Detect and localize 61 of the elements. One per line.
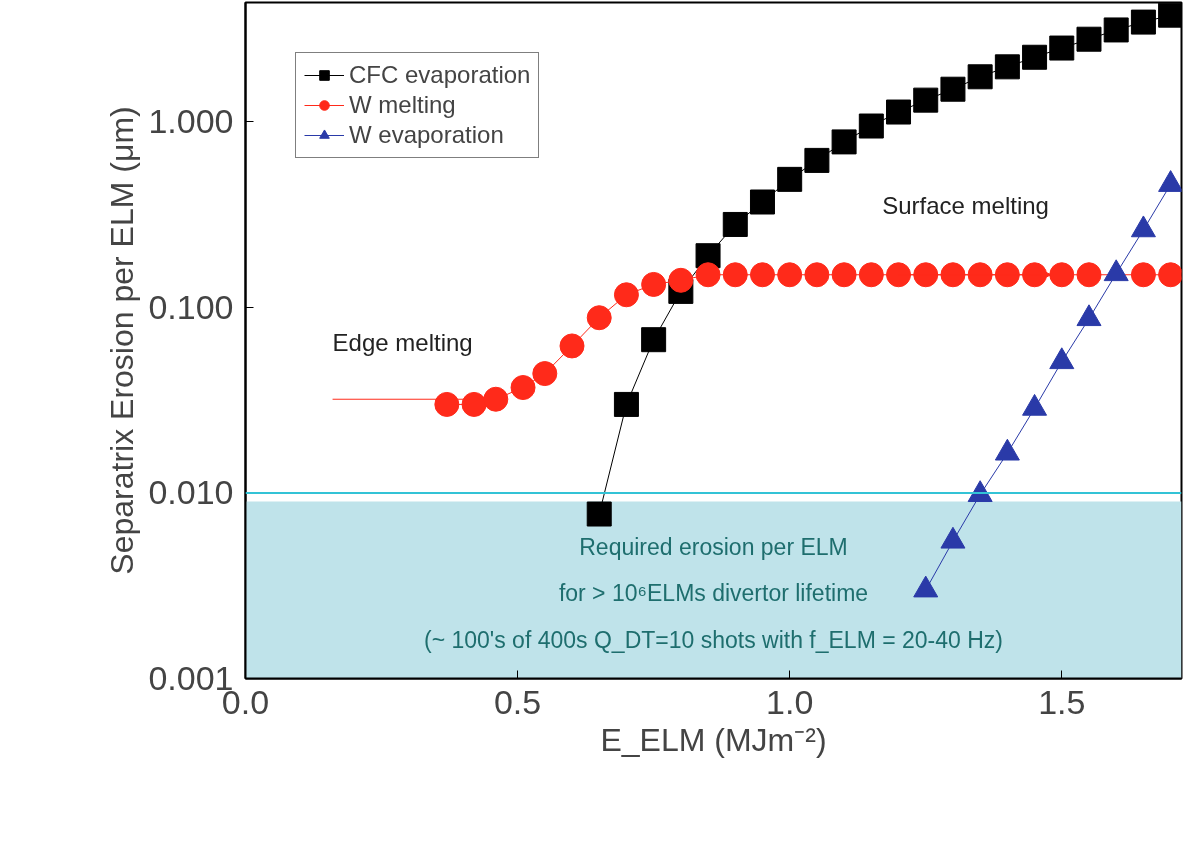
point: [586, 501, 612, 527]
y-tick-label: 0.010: [148, 473, 234, 512]
point: [613, 282, 639, 308]
point: [994, 262, 1020, 288]
point: [722, 262, 748, 288]
x-tick-label: 1.0: [766, 682, 814, 721]
point: [913, 87, 939, 113]
point: [641, 327, 667, 353]
y-tick-label: 1.000: [148, 102, 234, 141]
point: [695, 262, 721, 288]
point: [1130, 9, 1156, 35]
annotation: Required erosion per ELM: [579, 533, 848, 560]
annotation: Surface melting: [882, 191, 1049, 219]
point: [886, 262, 912, 288]
point: [1158, 262, 1182, 288]
point: [1076, 262, 1102, 288]
point: [749, 189, 775, 215]
point: [858, 113, 884, 139]
point: [804, 147, 830, 173]
annotation: Edge melting: [332, 329, 473, 357]
legend-label: W evaporation: [349, 121, 504, 149]
point: [483, 386, 509, 412]
x-axis-title: E_ELM (MJm⁻²): [600, 721, 827, 758]
point: [994, 54, 1020, 80]
point: [777, 166, 803, 192]
point: [967, 64, 993, 90]
point: [434, 391, 460, 417]
point: [749, 262, 775, 288]
point: [613, 391, 639, 417]
point: [1130, 262, 1156, 288]
point: [831, 129, 857, 155]
x-tick-label: 1.5: [1038, 682, 1086, 721]
point: [1158, 2, 1182, 28]
point: [913, 262, 939, 288]
point: [858, 262, 884, 288]
y-tick-label: 0.100: [148, 287, 234, 326]
point: [1076, 26, 1102, 52]
point: [940, 76, 966, 102]
y-axis-title: Separatrix Erosion per ELM (μm): [104, 106, 141, 575]
point: [804, 262, 830, 288]
point: [532, 361, 558, 387]
point: [510, 375, 536, 401]
annotation: (~ 100's of 400s Q_DT=10 shots with f_ELM = 20-40 Hz): [423, 626, 1004, 653]
point: [1049, 262, 1075, 288]
point: [831, 262, 857, 288]
annotation: for > 10⁶ELMs divertor lifetime: [558, 580, 869, 607]
point: [886, 99, 912, 125]
point: [668, 267, 694, 293]
legend-label: W melting: [349, 91, 456, 119]
x-tick-label: 0.5: [493, 682, 542, 721]
point: [940, 262, 966, 288]
point: [722, 211, 748, 237]
point: [777, 262, 803, 288]
point: [559, 333, 585, 359]
point: [1103, 17, 1129, 43]
point: [586, 305, 612, 331]
point: [1022, 44, 1048, 70]
legend-label: CFC evaporation: [349, 61, 531, 89]
point: [967, 262, 993, 288]
point: [641, 271, 667, 297]
point: [1049, 35, 1075, 61]
